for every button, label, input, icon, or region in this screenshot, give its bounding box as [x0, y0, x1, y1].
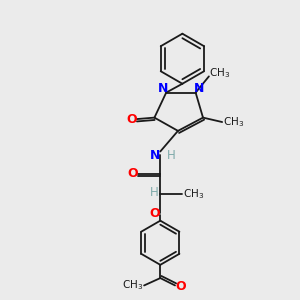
- Text: CH$_3$: CH$_3$: [183, 187, 204, 201]
- Text: H: H: [167, 148, 176, 161]
- Text: O: O: [126, 112, 137, 126]
- Text: CH$_3$: CH$_3$: [209, 67, 231, 80]
- Text: H: H: [149, 186, 158, 199]
- Text: N: N: [194, 82, 204, 95]
- Text: CH$_3$: CH$_3$: [122, 278, 143, 292]
- Text: O: O: [150, 207, 160, 220]
- Text: N: N: [158, 82, 168, 95]
- Text: N: N: [150, 148, 160, 161]
- Text: O: O: [128, 167, 138, 180]
- Text: CH$_3$: CH$_3$: [223, 115, 244, 129]
- Text: O: O: [176, 280, 186, 293]
